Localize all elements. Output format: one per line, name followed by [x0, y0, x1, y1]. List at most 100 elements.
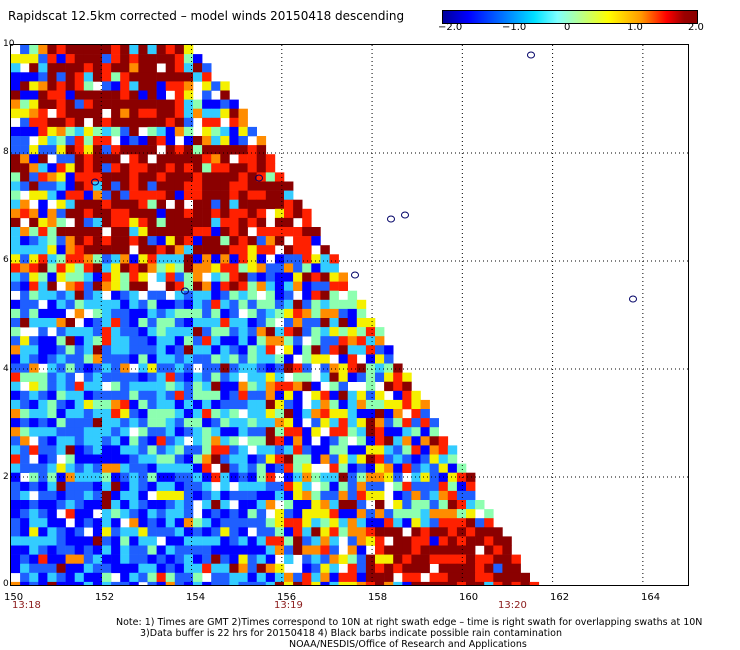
swath-cell: [20, 409, 30, 419]
swath-cell: [74, 245, 85, 255]
swath-cell: [365, 427, 376, 437]
swath-cell: [466, 545, 476, 555]
swath-cell: [174, 445, 185, 455]
swath-cell: [274, 445, 285, 455]
swath-cell: [220, 418, 230, 428]
swath-cell: [402, 554, 412, 564]
swath-cell: [38, 126, 48, 137]
swath-cell: [284, 545, 294, 555]
swath-cell: [165, 81, 176, 91]
swath-cell: [475, 536, 485, 546]
swath-cell: [74, 45, 85, 55]
swath-cell: [302, 318, 312, 328]
swath-cell: [129, 399, 139, 410]
swath-cell: [56, 99, 66, 109]
swath-cell: [74, 54, 85, 64]
swath-cell: [65, 163, 75, 173]
swath-cell: [174, 490, 185, 501]
swath-cell: [47, 181, 57, 191]
swath-cell: [211, 136, 221, 146]
swath-cell: [402, 581, 412, 585]
swath-cell: [466, 536, 476, 546]
swath-cell: [29, 336, 39, 346]
swath-cell: [311, 445, 321, 455]
swath-cell: [56, 572, 66, 583]
swath-cell: [74, 500, 85, 510]
swath-cell: [220, 518, 230, 528]
swath-cell: [56, 136, 66, 146]
swath-cell: [256, 427, 267, 437]
swath-cell: [193, 217, 203, 228]
swath-cell: [138, 45, 148, 55]
swath-cell: [74, 390, 85, 401]
swath-cell: [11, 545, 21, 555]
swath-cell: [302, 345, 312, 355]
swath-cell: [311, 345, 321, 355]
swath-cell: [229, 390, 239, 401]
swath-cell: [466, 490, 476, 501]
swath-cell: [320, 481, 330, 492]
swath-cell: [183, 145, 194, 155]
swath-cell: [256, 208, 267, 219]
swath-cell: [202, 108, 212, 119]
swath-cell: [193, 563, 203, 574]
swath-cell: [102, 99, 112, 109]
swath-cell: [274, 418, 285, 428]
swath-cell: [129, 208, 139, 219]
swath-cell: [220, 381, 230, 392]
swath-cell: [475, 518, 485, 528]
swath-cell: [165, 227, 176, 237]
swath-cell: [375, 463, 385, 473]
swath-cell: [138, 272, 148, 282]
swath-cell: [156, 399, 166, 410]
swath-cell: [456, 536, 467, 546]
swath-cell: [38, 208, 48, 219]
swath-cell: [156, 472, 166, 483]
swath-cell: [47, 563, 57, 574]
swath-cell: [438, 581, 449, 585]
swath-cell: [120, 390, 130, 401]
swath-cell: [174, 181, 185, 191]
swath-cell: [165, 126, 176, 137]
swath-cell: [447, 581, 458, 585]
swath-cell: [311, 290, 321, 301]
swath-cell: [165, 145, 176, 155]
swath-cell: [29, 363, 39, 373]
swath-cell: [47, 263, 57, 273]
swath-cell: [393, 509, 403, 519]
swath-cell: [402, 572, 412, 583]
swath-cell: [47, 399, 57, 410]
swath-cell: [83, 145, 94, 155]
swath-cell: [47, 72, 57, 82]
swath-cell: [11, 236, 21, 246]
swath-cell: [338, 308, 348, 319]
swath-cell: [29, 208, 39, 219]
swath-cell: [29, 381, 39, 392]
swath-cell: [111, 563, 121, 574]
swath-cell: [238, 381, 248, 392]
swath-cell: [20, 527, 30, 537]
swath-cell: [47, 509, 57, 519]
swath-cell: [265, 318, 276, 328]
swath-cell: [284, 518, 294, 528]
swath-cell: [156, 445, 166, 455]
swath-cell: [92, 463, 103, 473]
swath-cell: [202, 345, 212, 355]
swath-cell: [202, 290, 212, 301]
swath-cell: [111, 299, 121, 310]
swath-cell: [174, 409, 185, 419]
swath-cell: [47, 308, 57, 319]
swath-cell: [238, 227, 248, 237]
swath-cell: [202, 472, 212, 483]
swath-cell: [202, 381, 212, 392]
swath-cell: [211, 272, 221, 282]
swath-cell: [147, 427, 157, 437]
swath-cell: [83, 427, 94, 437]
swath-cell: [202, 81, 212, 91]
swath-cell: [83, 481, 94, 492]
swath-cell: [238, 545, 248, 555]
swath-cell: [183, 126, 194, 137]
swath-cell: [238, 490, 248, 501]
swath-cell: [174, 199, 185, 210]
swath-cell: [129, 72, 139, 82]
